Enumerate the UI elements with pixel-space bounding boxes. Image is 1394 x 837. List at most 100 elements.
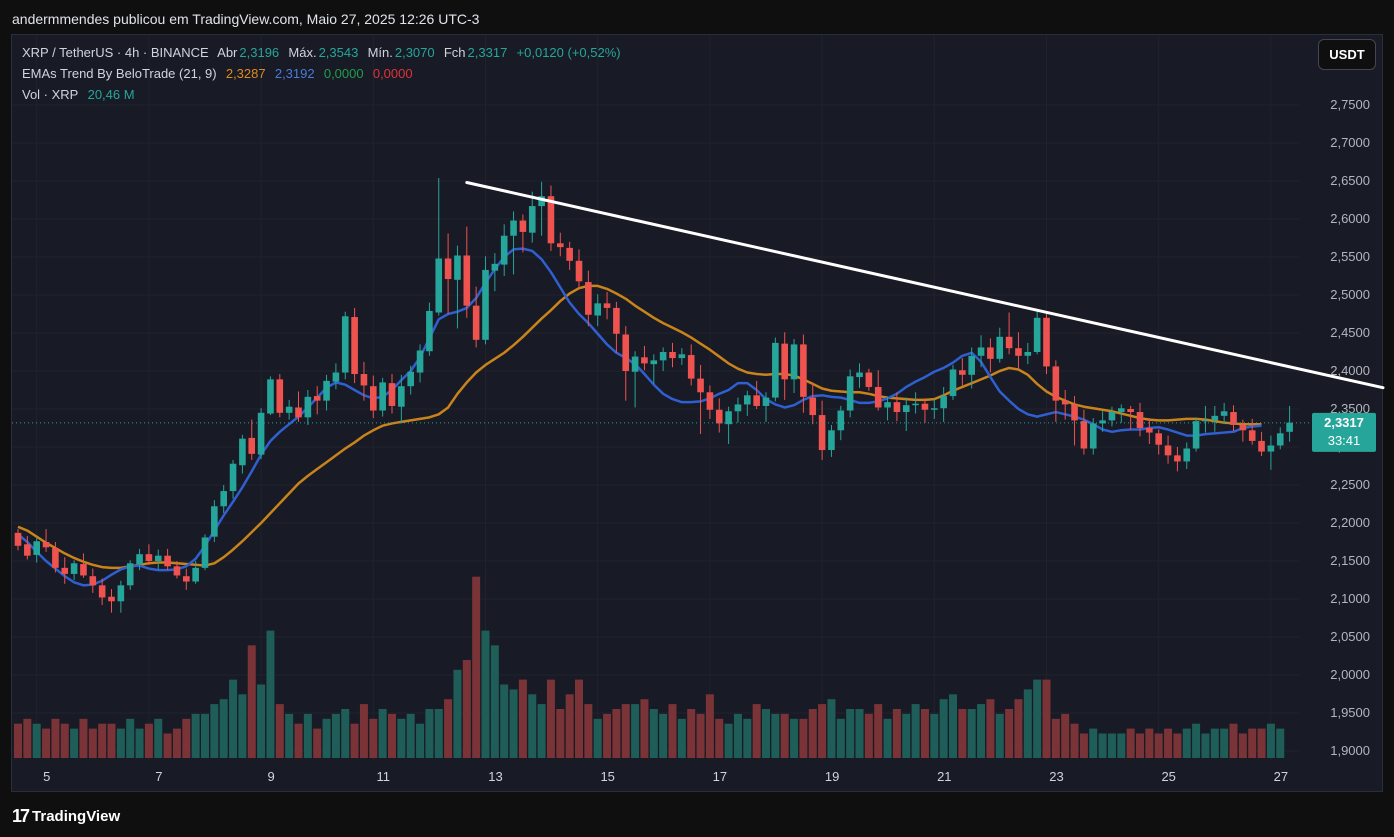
candle-body bbox=[1089, 423, 1097, 449]
candle-body bbox=[1220, 411, 1228, 416]
candle-body bbox=[940, 396, 947, 409]
volume-bar bbox=[939, 699, 948, 758]
candle-body bbox=[1174, 455, 1181, 462]
y-tick-label: 2,5500 bbox=[1330, 249, 1370, 264]
candle-body bbox=[613, 307, 620, 334]
volume-bar bbox=[892, 709, 901, 758]
volume-bar bbox=[1061, 713, 1070, 758]
candle-body bbox=[650, 360, 658, 365]
candle-body bbox=[323, 380, 330, 401]
volume-bar bbox=[1070, 723, 1079, 758]
candle-body bbox=[463, 255, 471, 306]
candle-body bbox=[183, 576, 190, 582]
volume-bar bbox=[528, 694, 537, 758]
volume-bar bbox=[546, 679, 555, 758]
volume-bar bbox=[116, 728, 125, 758]
volume-bar bbox=[1220, 728, 1229, 758]
volume-bar bbox=[294, 723, 303, 758]
candle-body bbox=[360, 374, 368, 386]
legend-open-label: Abr bbox=[217, 45, 238, 60]
candle-body bbox=[14, 532, 22, 546]
volume-bar bbox=[331, 713, 340, 758]
candle-body bbox=[1052, 366, 1060, 401]
volume-bar bbox=[135, 728, 144, 758]
candle-body bbox=[1108, 412, 1116, 421]
candle-body bbox=[575, 260, 583, 282]
candle-body bbox=[164, 555, 171, 567]
candle-body bbox=[351, 317, 358, 375]
candle-body bbox=[1164, 445, 1172, 456]
volume-bar bbox=[575, 679, 583, 758]
volume-bar bbox=[603, 713, 612, 758]
candle-body bbox=[89, 576, 97, 586]
volume-bar bbox=[565, 694, 574, 758]
volume-bar bbox=[902, 713, 911, 758]
volume-bar bbox=[864, 713, 873, 758]
volume-bar bbox=[1210, 728, 1219, 758]
volume-bar bbox=[500, 684, 509, 758]
candle-body bbox=[856, 372, 863, 378]
candle-body bbox=[1071, 404, 1078, 421]
currency-button[interactable]: USDT bbox=[1318, 39, 1376, 70]
chart-frame[interactable] bbox=[11, 34, 1383, 792]
volume-bar bbox=[1089, 728, 1098, 758]
publisher-line: andermmendes publicou em TradingView.com… bbox=[12, 11, 480, 27]
x-tick-label: 21 bbox=[937, 769, 951, 784]
volume-bar bbox=[1023, 689, 1032, 758]
candle-body bbox=[1015, 348, 1022, 356]
candle-body bbox=[154, 555, 162, 561]
y-tick-label: 2,2000 bbox=[1330, 515, 1370, 530]
candle-body bbox=[828, 430, 835, 451]
legend-ema-v3: 0,0000 bbox=[323, 66, 364, 81]
volume-bar bbox=[1005, 709, 1014, 758]
volume-bar bbox=[154, 718, 163, 758]
candle-body bbox=[1230, 412, 1237, 425]
candle-body bbox=[98, 585, 106, 598]
candle-body bbox=[1136, 412, 1144, 428]
volume-bar bbox=[584, 704, 593, 758]
candle-body bbox=[790, 344, 798, 380]
candle-body bbox=[435, 258, 443, 313]
volume-bar bbox=[1051, 718, 1060, 758]
volume-bar bbox=[752, 704, 761, 758]
volume-bar bbox=[593, 718, 602, 758]
candle-body bbox=[1192, 421, 1200, 449]
volume-bar bbox=[1257, 728, 1266, 758]
volume-bar bbox=[1136, 733, 1144, 758]
volume-bar bbox=[79, 718, 88, 758]
x-tick-label: 5 bbox=[43, 769, 50, 784]
volume-bar bbox=[1107, 733, 1116, 758]
volume-bar bbox=[266, 630, 275, 758]
candle-body bbox=[220, 491, 227, 507]
candle-body bbox=[80, 564, 87, 576]
candle-body bbox=[24, 544, 31, 556]
candle-body bbox=[239, 438, 246, 466]
legend-symbol: XRP / TetherUS · 4h · BINANCE bbox=[22, 45, 209, 60]
volume-bar bbox=[724, 723, 733, 758]
candle-body bbox=[1080, 421, 1088, 449]
volume-bar bbox=[1182, 728, 1191, 758]
y-tick-label: 2,7500 bbox=[1330, 97, 1370, 112]
candle-body bbox=[659, 352, 667, 361]
candle-body bbox=[117, 585, 125, 602]
candle-body bbox=[1127, 409, 1134, 413]
volume-bar bbox=[986, 699, 995, 758]
volume-bar bbox=[98, 723, 107, 758]
candle-body bbox=[248, 437, 256, 454]
volume-bar bbox=[1164, 728, 1173, 758]
volume-bar bbox=[51, 718, 60, 758]
tradingview-logo[interactable]: 17 TradingView bbox=[12, 806, 120, 827]
y-tick-label: 2,7000 bbox=[1330, 135, 1370, 150]
volume-bar bbox=[88, 728, 97, 758]
volume-bar bbox=[827, 699, 836, 758]
candle-body bbox=[1211, 415, 1219, 421]
volume-bar bbox=[107, 723, 116, 758]
candle-body bbox=[641, 357, 648, 364]
volume-bar bbox=[518, 679, 527, 758]
legend-high-label: Máx. bbox=[288, 45, 317, 60]
volume-bar bbox=[958, 709, 967, 758]
volume-bar bbox=[1042, 679, 1051, 758]
y-tick-label: 2,0000 bbox=[1330, 667, 1370, 682]
volume-bar bbox=[631, 704, 640, 758]
